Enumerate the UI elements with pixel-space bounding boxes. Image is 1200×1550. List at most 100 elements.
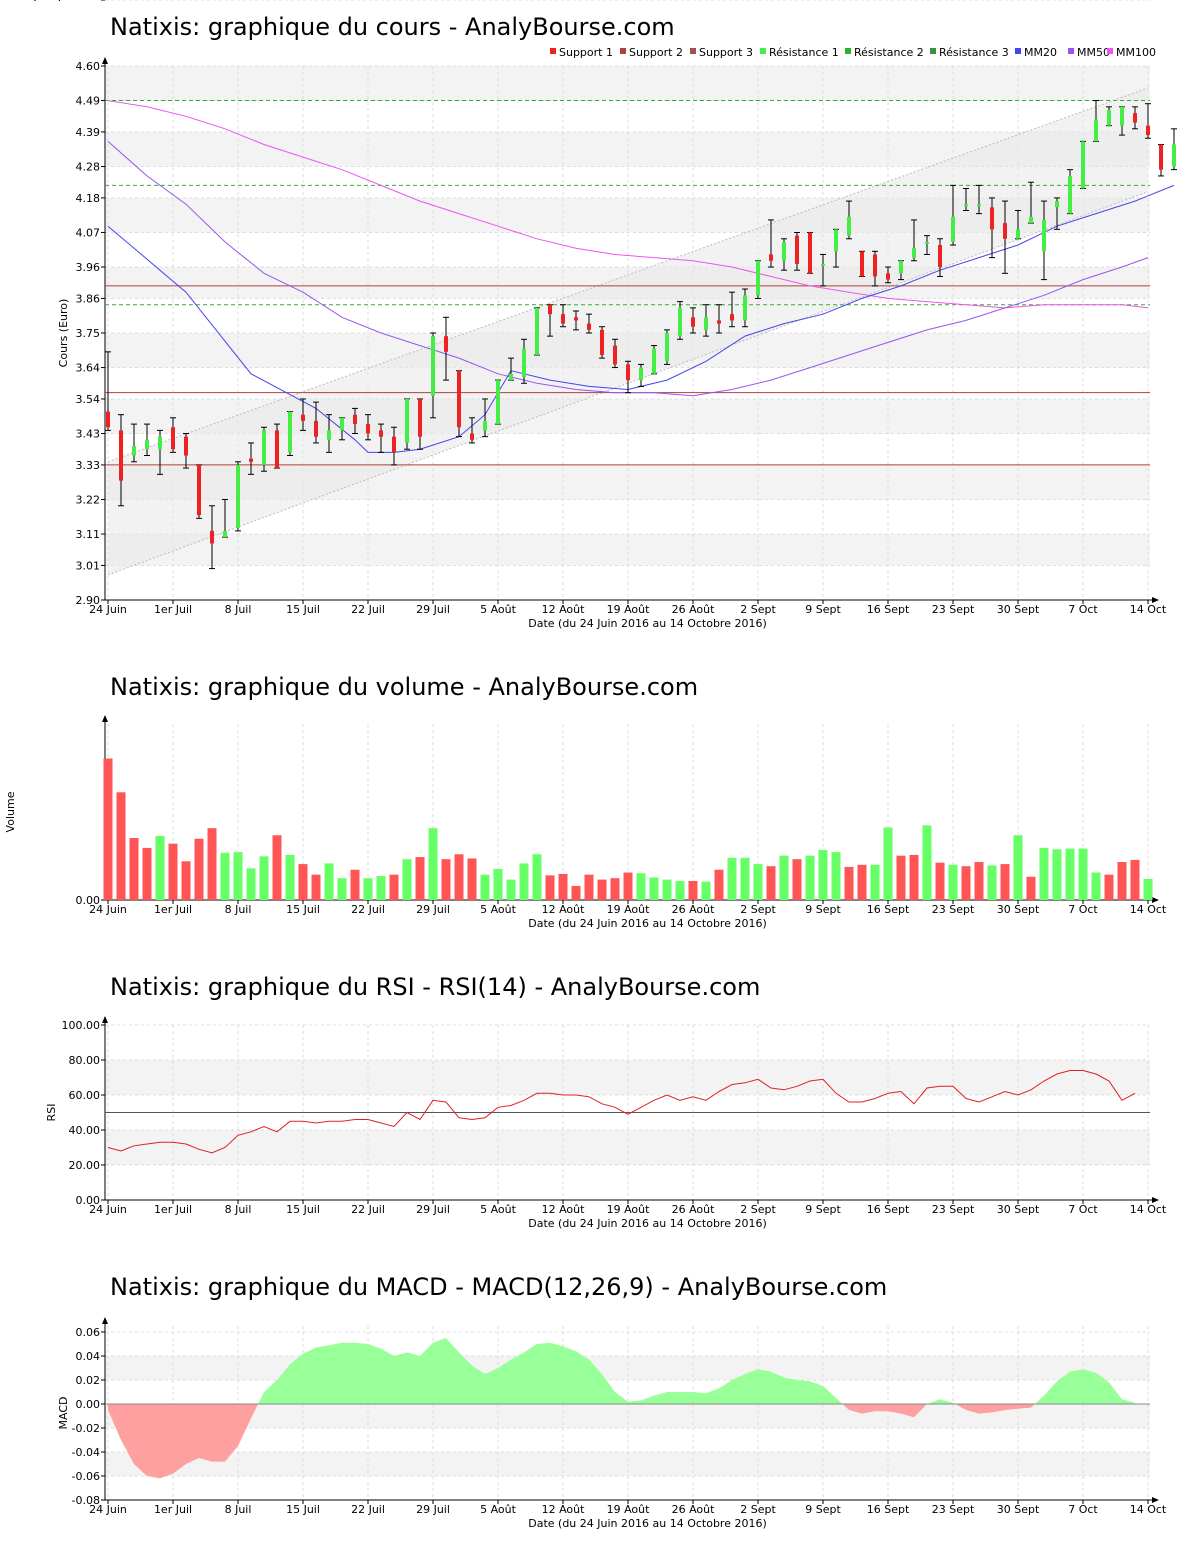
volume-bar: [129, 838, 139, 900]
volume-bar: [857, 864, 867, 900]
x-tick-label: 19 Août: [607, 1503, 651, 1516]
x-tick-label: 12 Août: [542, 903, 586, 916]
volume-bar: [506, 879, 516, 900]
volume-bar: [909, 854, 919, 900]
candle-body: [470, 433, 474, 440]
y-axis-label: MACD: [57, 1397, 70, 1430]
x-axis-arrow: [1152, 897, 1159, 903]
x-tick-label: 16 Sept: [867, 903, 910, 916]
volume-bar: [350, 869, 360, 900]
candle-body: [1120, 106, 1124, 126]
x-tick-label: 1er Juil: [154, 1203, 192, 1216]
y-tick-label: 3.33: [76, 459, 101, 472]
y-tick-label: 3.43: [76, 428, 101, 441]
y-tick-label: 20.00: [69, 1159, 101, 1172]
legend-swatch: [930, 48, 936, 54]
volume-bar: [1013, 835, 1023, 900]
x-axis-label: Date (du 24 Juin 2016 au 14 Octobre 2016…: [528, 1217, 767, 1230]
volume-bar: [779, 855, 789, 900]
x-tick-label: 29 Juil: [416, 1203, 450, 1216]
candle-body: [886, 273, 890, 280]
candle-body: [379, 430, 383, 437]
volume-bar: [636, 873, 646, 900]
candle-body: [613, 345, 617, 365]
mm20-line: [107, 184, 1175, 453]
x-tick-label: 22 Juil: [351, 903, 385, 916]
volume-bar: [1065, 848, 1075, 900]
x-tick-label: 22 Juil: [351, 1203, 385, 1216]
candle-body: [951, 216, 955, 242]
x-tick-label: 9 Sept: [805, 1503, 841, 1516]
legend-swatch: [1068, 48, 1074, 54]
legend-entry: Support 1: [559, 46, 613, 59]
y-tick-label: 40.00: [69, 1124, 101, 1137]
volume-bar: [935, 862, 945, 900]
candle-body: [236, 464, 240, 528]
x-tick-label: 1er Juil: [154, 603, 192, 616]
volume-bar: [363, 878, 373, 900]
candle-body: [1094, 119, 1098, 142]
candle-body: [834, 229, 838, 252]
macd-negative-area: [108, 1404, 259, 1479]
y-tick-label: 0.00: [76, 1398, 101, 1411]
candle-body: [743, 295, 747, 321]
x-tick-label: 23 Sept: [932, 1503, 975, 1516]
volume-bar: [1091, 872, 1101, 900]
candle-body: [756, 260, 760, 296]
volume-bar: [441, 859, 451, 900]
y-tick-label: 60.00: [69, 1089, 101, 1102]
candle-body: [483, 420, 487, 431]
candle-body: [600, 329, 604, 355]
x-tick-label: 12 Août: [542, 603, 586, 616]
volume-bar: [883, 827, 893, 900]
candle-body: [366, 424, 370, 434]
candle-body: [899, 260, 903, 274]
y-tick-label: 25,000,000.00: [20, 0, 100, 3]
volume-bar: [662, 879, 672, 900]
volume-bar: [987, 865, 997, 900]
x-tick-label: 8 Juil: [225, 603, 252, 616]
x-tick-label: 15 Juil: [286, 1203, 320, 1216]
volume-bar: [1000, 864, 1010, 900]
macd-negative-area: [955, 1404, 1035, 1414]
x-tick-label: 26 Août: [672, 1203, 716, 1216]
volume-bar: [168, 843, 178, 900]
x-tick-label: 22 Juil: [351, 1503, 385, 1516]
candle-body: [535, 307, 539, 355]
volume-bar: [623, 872, 633, 900]
volume-bar: [961, 866, 971, 900]
candle-body: [496, 380, 500, 425]
candle-body: [1055, 201, 1059, 208]
y-tick-label: 80.00: [69, 1054, 101, 1067]
candle-body: [561, 314, 565, 324]
macd-positive-area: [927, 1399, 956, 1404]
volume-bar: [337, 878, 347, 900]
y-tick-label: 0.00: [76, 1194, 101, 1207]
x-tick-label: 1er Juil: [154, 1503, 192, 1516]
candle-body: [145, 439, 149, 450]
candle-body: [730, 314, 734, 321]
y-tick-label: 4.07: [76, 226, 101, 239]
candle-body: [678, 307, 682, 337]
volume-bar: [272, 835, 282, 900]
candle-body: [652, 348, 656, 374]
candle-body: [821, 263, 825, 266]
x-tick-label: 16 Sept: [867, 1203, 910, 1216]
candle-body: [782, 241, 786, 261]
legend-swatch: [690, 48, 696, 54]
candle-body: [392, 436, 396, 453]
x-axis-arrow: [1152, 1197, 1159, 1203]
y-tick-label: -0.02: [72, 1422, 100, 1435]
volume-bar: [1104, 874, 1114, 900]
y-tick-label: 4.49: [76, 95, 101, 108]
candle-body: [639, 367, 643, 381]
volume-bar: [376, 876, 386, 900]
legend-entry: MM50: [1077, 46, 1110, 59]
macd-positive-area: [1034, 1369, 1135, 1404]
x-tick-label: 16 Sept: [867, 603, 910, 616]
chart-title: Natixis: graphique du MACD - MACD(12,26,…: [110, 1273, 887, 1301]
volume-bar: [844, 866, 854, 900]
volume-bar: [1143, 878, 1153, 900]
x-tick-label: 5 Août: [480, 603, 517, 616]
legend-swatch: [760, 48, 766, 54]
